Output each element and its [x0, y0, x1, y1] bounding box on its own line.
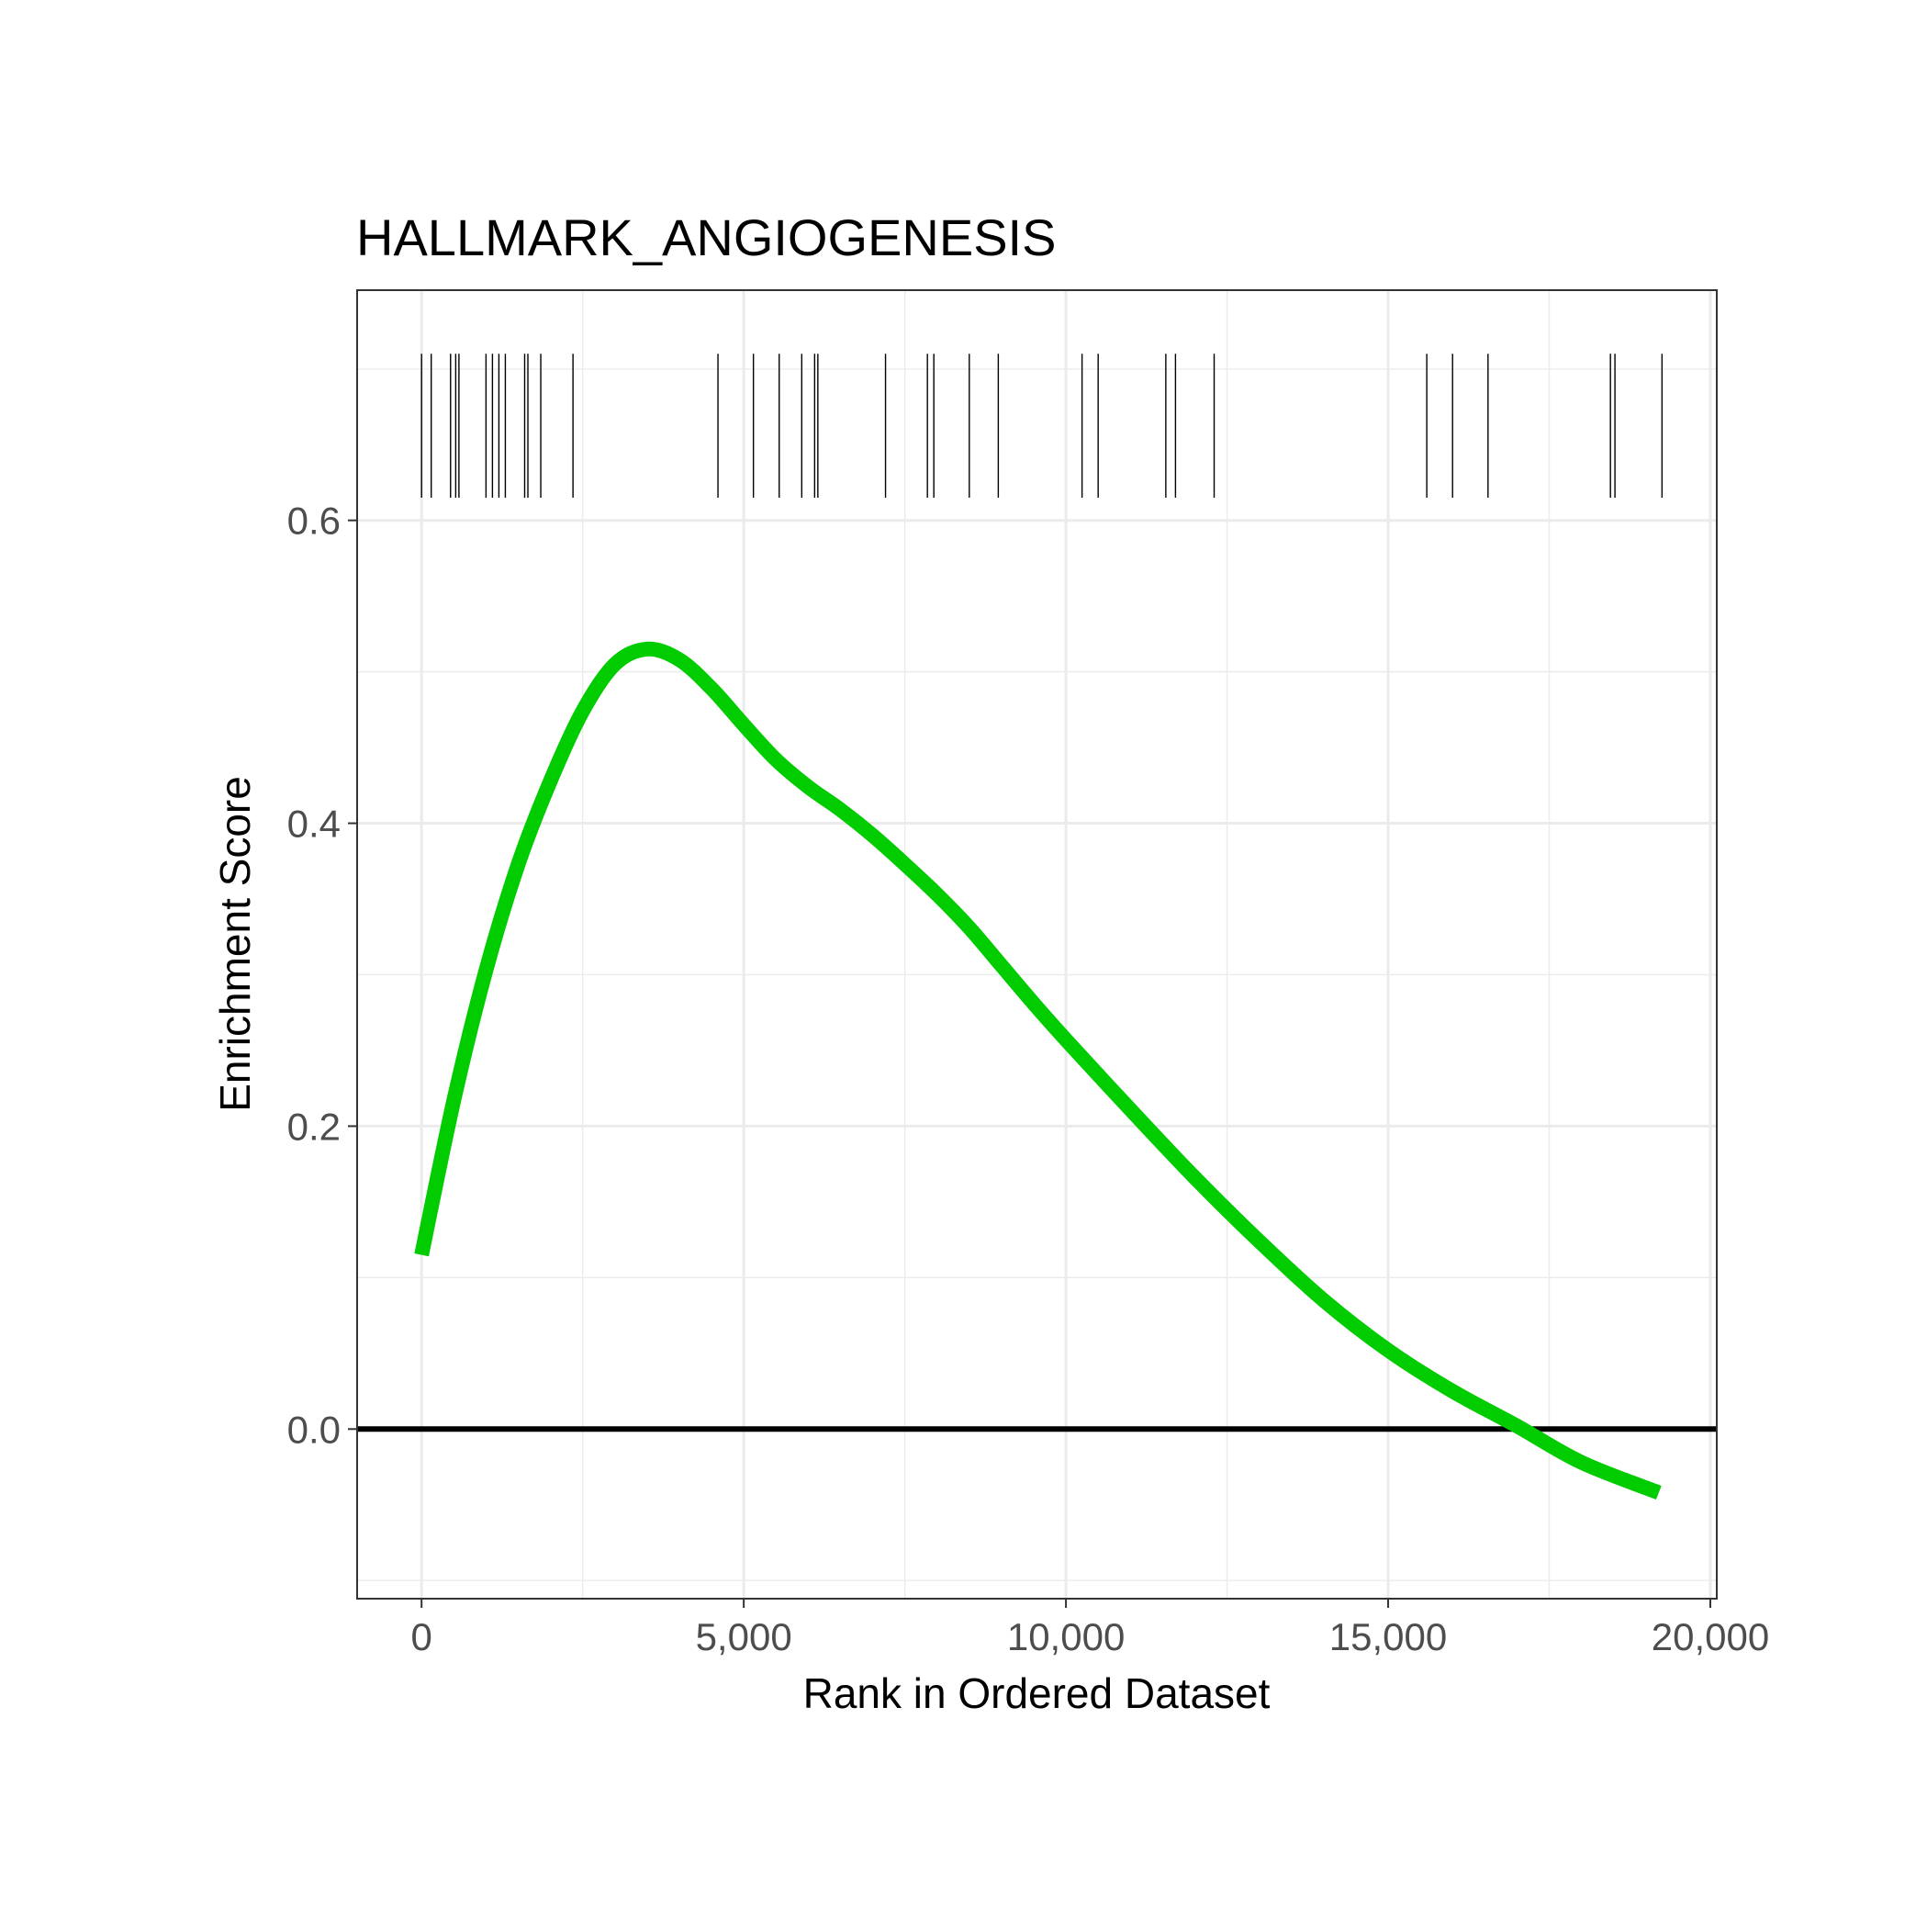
minor-gridlines [357, 290, 1717, 1599]
x-tick-label: 20,000 [1652, 1615, 1769, 1658]
y-tick-label: 0.0 [287, 1408, 341, 1451]
gene-hit-rug [420, 354, 1664, 498]
y-tick-label: 0.4 [287, 803, 341, 846]
x-tick-label: 10,000 [1007, 1615, 1125, 1658]
y-axis-ticks: 0.0 0.2 0.4 0.6 [287, 500, 357, 1451]
x-axis-title: Rank in Ordered Dataset [803, 1669, 1271, 1717]
x-axis-ticks: 0 5,000 10,000 15,000 20,000 [411, 1599, 1769, 1658]
plot-panel [357, 290, 1717, 1599]
y-tick-label: 0.2 [287, 1105, 341, 1148]
plot-panel-border [356, 289, 1718, 1600]
chart-title: HALLMARK_ANGIOGENESIS [356, 208, 1056, 266]
y-axis-title: Enrichment Score [211, 776, 259, 1112]
x-tick-label: 5,000 [696, 1615, 792, 1658]
enrichment-score-series [414, 641, 1662, 1500]
x-tick-label: 0 [411, 1615, 432, 1658]
x-tick-label: 15,000 [1329, 1615, 1447, 1658]
enrichment-score-line [414, 641, 1662, 1500]
y-tick-label: 0.6 [287, 500, 341, 543]
major-gridlines [357, 290, 1717, 1599]
